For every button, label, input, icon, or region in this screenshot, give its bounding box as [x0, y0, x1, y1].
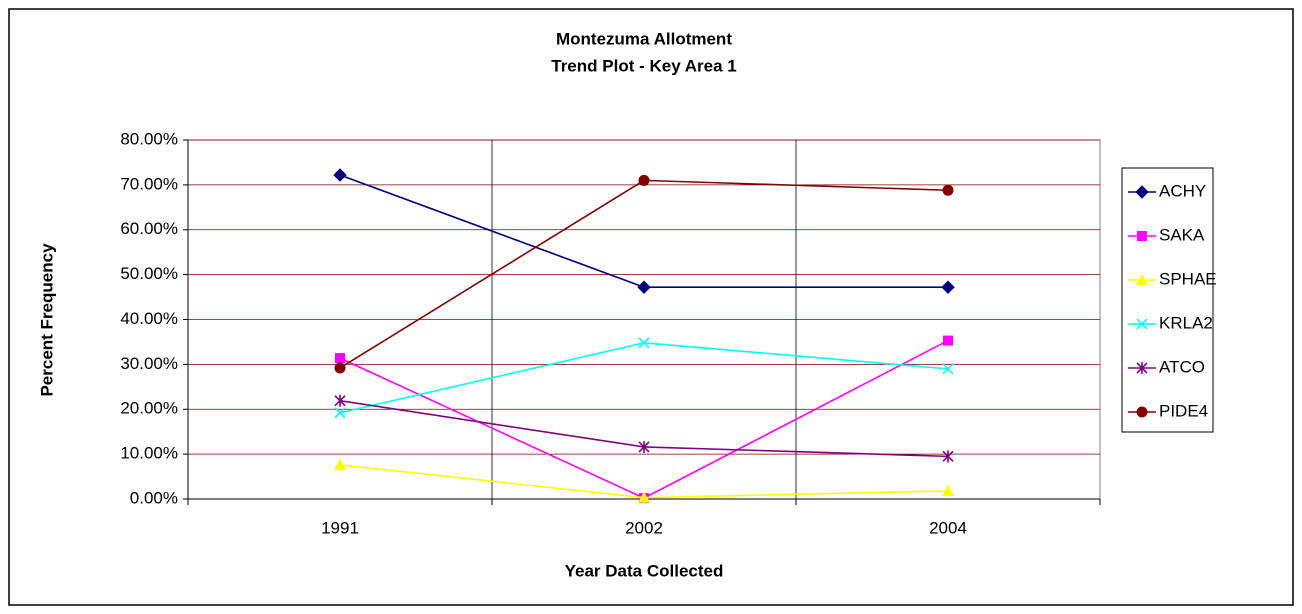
legend-label: PIDE4 [1159, 401, 1208, 420]
marker [943, 335, 953, 346]
marker [637, 280, 651, 294]
marker [334, 458, 346, 470]
marker [638, 491, 650, 503]
x-tick-label: 2004 [929, 518, 967, 537]
y-axis-label: Percent Frequency [37, 243, 56, 397]
marker [334, 362, 346, 374]
marker [638, 174, 650, 186]
marker [942, 450, 954, 463]
chart-title: Montezuma Allotment [556, 29, 732, 48]
marker [1137, 231, 1147, 241]
marker [1135, 185, 1149, 199]
marker [333, 168, 347, 182]
marker [1136, 406, 1148, 418]
legend-label: ATCO [1159, 357, 1205, 376]
marker [942, 363, 954, 375]
legend-label: SAKA [1159, 225, 1205, 244]
marker [942, 484, 954, 496]
y-tick-label: 80.00% [120, 129, 178, 148]
y-tick-label: 10.00% [120, 444, 178, 463]
marker [1136, 274, 1148, 285]
y-tick-label: 0.00% [130, 488, 178, 507]
legend-label: ACHY [1159, 181, 1206, 200]
y-tick-label: 60.00% [120, 219, 178, 238]
x-axis-label: Year Data Collected [565, 561, 724, 580]
marker [638, 440, 650, 453]
marker [1136, 362, 1148, 374]
marker [1136, 318, 1148, 330]
legend-label: KRLA2 [1159, 313, 1213, 332]
x-tick-label: 2002 [625, 518, 663, 537]
marker [335, 353, 345, 364]
y-tick-label: 20.00% [120, 399, 178, 418]
y-tick-label: 50.00% [120, 264, 178, 283]
y-tick-label: 30.00% [120, 354, 178, 373]
x-tick-label: 1991 [321, 518, 359, 537]
marker [334, 407, 346, 419]
y-tick-label: 40.00% [120, 309, 178, 328]
y-tick-label: 70.00% [120, 174, 178, 193]
marker [941, 280, 955, 294]
marker [942, 184, 954, 196]
marker [638, 337, 650, 349]
legend-label: SPHAE [1159, 269, 1217, 288]
chart-subtitle: Trend Plot - Key Area 1 [551, 56, 736, 75]
legend-box [1121, 167, 1214, 433]
marker [334, 394, 346, 407]
